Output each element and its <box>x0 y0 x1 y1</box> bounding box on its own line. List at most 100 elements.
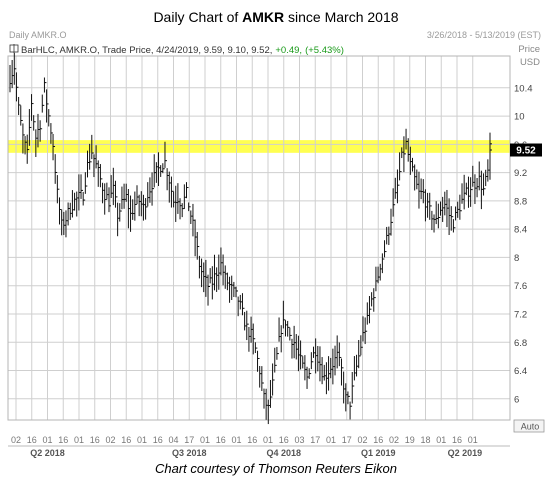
x-tick-label: 16 <box>27 435 37 445</box>
x-tick-label: 01 <box>74 435 84 445</box>
price-bar <box>241 293 245 316</box>
price-bar <box>340 358 344 386</box>
x-tick-label: 19 <box>405 435 415 445</box>
y-tick-label: 8 <box>514 253 519 264</box>
price-bar <box>470 177 473 207</box>
auto-scale-control[interactable]: Auto <box>513 419 545 433</box>
price-bar <box>151 172 155 206</box>
price-bar <box>351 372 355 404</box>
x-tick-label: 16 <box>247 435 257 445</box>
price-bar <box>207 274 211 306</box>
price-bar <box>235 286 239 298</box>
price-bar <box>338 342 342 367</box>
x-tick-label: 01 <box>42 435 52 445</box>
price-bar <box>15 72 19 102</box>
axis-currency-label: USD <box>520 57 540 68</box>
price-bar <box>28 109 32 146</box>
y-tick-label: 8.4 <box>514 225 527 236</box>
price-bar <box>349 401 353 420</box>
price-bar <box>429 192 432 220</box>
x-tick-label: 01 <box>468 435 478 445</box>
price-bar <box>390 208 393 236</box>
legend-change-pct: (+5.43%) <box>305 45 344 56</box>
y-tick-label: 7.2 <box>514 309 527 320</box>
price-bar <box>186 182 189 199</box>
y-tick-label: 7.6 <box>514 281 527 292</box>
x-tick-label: 01 <box>231 435 241 445</box>
price-bar <box>289 327 292 341</box>
price-bar <box>89 143 92 170</box>
x-tick-label: 17 <box>310 435 320 445</box>
price-bar <box>252 323 256 355</box>
x-tick-label: 16 <box>279 435 289 445</box>
chart-caption: Chart courtesy of Thomson Reuters Eikon <box>154 461 398 476</box>
x-tick-label: 16 <box>121 435 131 445</box>
price-bar <box>22 123 25 154</box>
resistance-band <box>8 140 510 153</box>
price-bar <box>91 134 94 160</box>
x-tick-label: 16 <box>373 435 383 445</box>
last-price-marker: 9.52 <box>510 143 542 157</box>
svg-text:BarHLC, AMKR.O, Trade Price, 4: BarHLC, AMKR.O, Trade Price, 4/24/2019, … <box>21 45 344 56</box>
price-bar <box>347 391 350 405</box>
grid-lines <box>8 56 510 420</box>
x-tick-label: 01 <box>436 435 446 445</box>
price-bar-last <box>489 145 492 180</box>
price-bar <box>282 300 286 329</box>
price-bar <box>26 134 30 164</box>
price-bar <box>459 194 462 220</box>
price-bar <box>20 105 23 126</box>
x-tick-label: 02 <box>105 435 115 445</box>
x-axis-ticks: 02 16 01 16 01 16 02 16 01 16 04 17 01 16 01 16 01 16 03 17… <box>8 435 510 447</box>
price-bar <box>274 347 277 373</box>
price-bar <box>104 183 107 215</box>
price-bar <box>396 169 400 204</box>
price-bar <box>368 296 372 324</box>
x-tick-label: 18 <box>420 435 430 445</box>
price-bar <box>33 115 36 131</box>
price-bar <box>188 202 191 212</box>
price-bar <box>52 133 56 161</box>
price-bar <box>360 335 363 356</box>
quarter-label: Q2 2019 <box>448 448 483 458</box>
x-tick-label: 02 <box>389 435 399 445</box>
price-bar <box>39 120 43 142</box>
price-bar <box>403 136 406 173</box>
quarter-label: Q1 2019 <box>361 448 396 458</box>
price-bar <box>450 206 454 231</box>
panel-title: Daily AMKR.O <box>9 30 67 40</box>
price-bar <box>437 203 441 229</box>
auto-scale-label: Auto <box>521 422 540 432</box>
resistance-band-rect <box>8 140 510 153</box>
y-tick-label: 9.2 <box>514 168 527 179</box>
plot-frame <box>7 55 511 421</box>
x-tick-label: 17 <box>184 435 194 445</box>
price-bar <box>84 172 88 194</box>
price-bar <box>46 89 49 123</box>
x-tick-label: 01 <box>200 435 210 445</box>
x-tick-label: 02 <box>357 435 367 445</box>
x-tick-label: 01 <box>137 435 147 445</box>
price-bar <box>300 340 303 370</box>
chart-legend: BarHLC, AMKR.O, Trade Price, 4/24/2019, … <box>9 44 344 56</box>
price-bar <box>99 164 103 188</box>
price-bar <box>364 317 368 345</box>
price-bar <box>308 368 312 380</box>
price-bar <box>41 94 45 113</box>
price-bar <box>54 154 58 184</box>
price-bar <box>80 174 84 199</box>
price-bar <box>276 346 279 360</box>
y-tick-label: 6 <box>514 394 519 405</box>
price-bar <box>272 363 275 396</box>
last-price-label: 9.52 <box>516 146 536 157</box>
price-bar <box>56 175 60 204</box>
quarter-label: Q2 2018 <box>30 448 65 458</box>
x-tick-label: 01 <box>263 435 273 445</box>
y-tick-label: 8.8 <box>514 196 527 207</box>
price-bar <box>358 339 361 369</box>
price-bar <box>18 96 21 116</box>
auto-scale-button[interactable] <box>513 419 545 433</box>
price-bars <box>9 52 492 425</box>
